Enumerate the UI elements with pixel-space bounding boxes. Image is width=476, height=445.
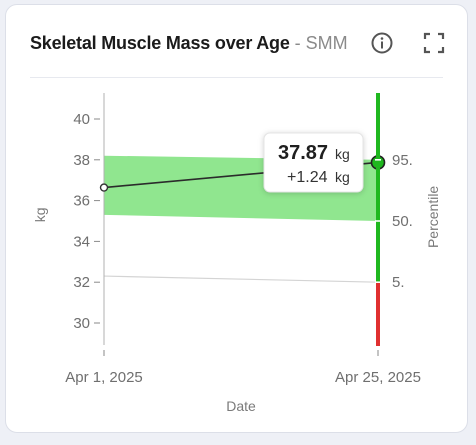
card-title: Skeletal Muscle Mass over Age - SMM [30,33,348,54]
y-tick-label-38: 38 [73,152,90,169]
percentile-bar-gap-0 [375,159,381,161]
y-tick-label-30: 30 [73,315,90,332]
percentile-bar-segment-1 [376,159,380,221]
percentile-label-2: 5. [392,274,405,291]
tooltip-delta: +1.24 [287,169,328,186]
info-icon[interactable] [368,29,396,57]
x-tick-label-1: Apr 25, 2025 [335,369,421,386]
percentile-label-1: 50. [392,213,413,230]
title-separator: - [289,33,306,53]
x-tick-label-0: Apr 1, 2025 [65,369,143,386]
tooltip-value: 37.87 [278,142,328,164]
y-tick-label-40: 40 [73,111,90,128]
header-divider [30,77,443,78]
y-tick-label-32: 32 [73,274,90,291]
percentile-bar-segment-3 [376,282,380,346]
percentile-label-0: 95. [392,152,413,169]
tooltip-delta-unit: kg [335,169,350,185]
y-tick-label-34: 34 [73,233,90,250]
value-tooltip: 37.87 kg +1.24 kg [263,132,364,193]
y-tick-label-36: 36 [73,193,90,210]
smm-chart-card: Skeletal Muscle Mass over Age - SMM [5,4,468,433]
data-point-0 [99,183,109,192]
y2-axis-title: Percentile [425,186,441,248]
x-axis-title: Date [226,398,256,414]
percentile-bar-segment-0 [376,93,380,160]
card-header: Skeletal Muscle Mass over Age - SMM [6,5,467,81]
percentile-5-line [103,275,379,283]
fullscreen-icon[interactable] [420,29,448,57]
chart-subtitle: SMM [305,33,348,53]
tooltip-box [263,132,364,193]
y-axis-title: kg [32,207,48,222]
chart-title: Skeletal Muscle Mass over Age [30,33,290,53]
tooltip-unit: kg [335,146,350,162]
percentile-bar-gap-2 [375,281,381,283]
percentile-bar-gap-1 [375,220,381,222]
percentile-bar-segment-2 [376,221,380,283]
